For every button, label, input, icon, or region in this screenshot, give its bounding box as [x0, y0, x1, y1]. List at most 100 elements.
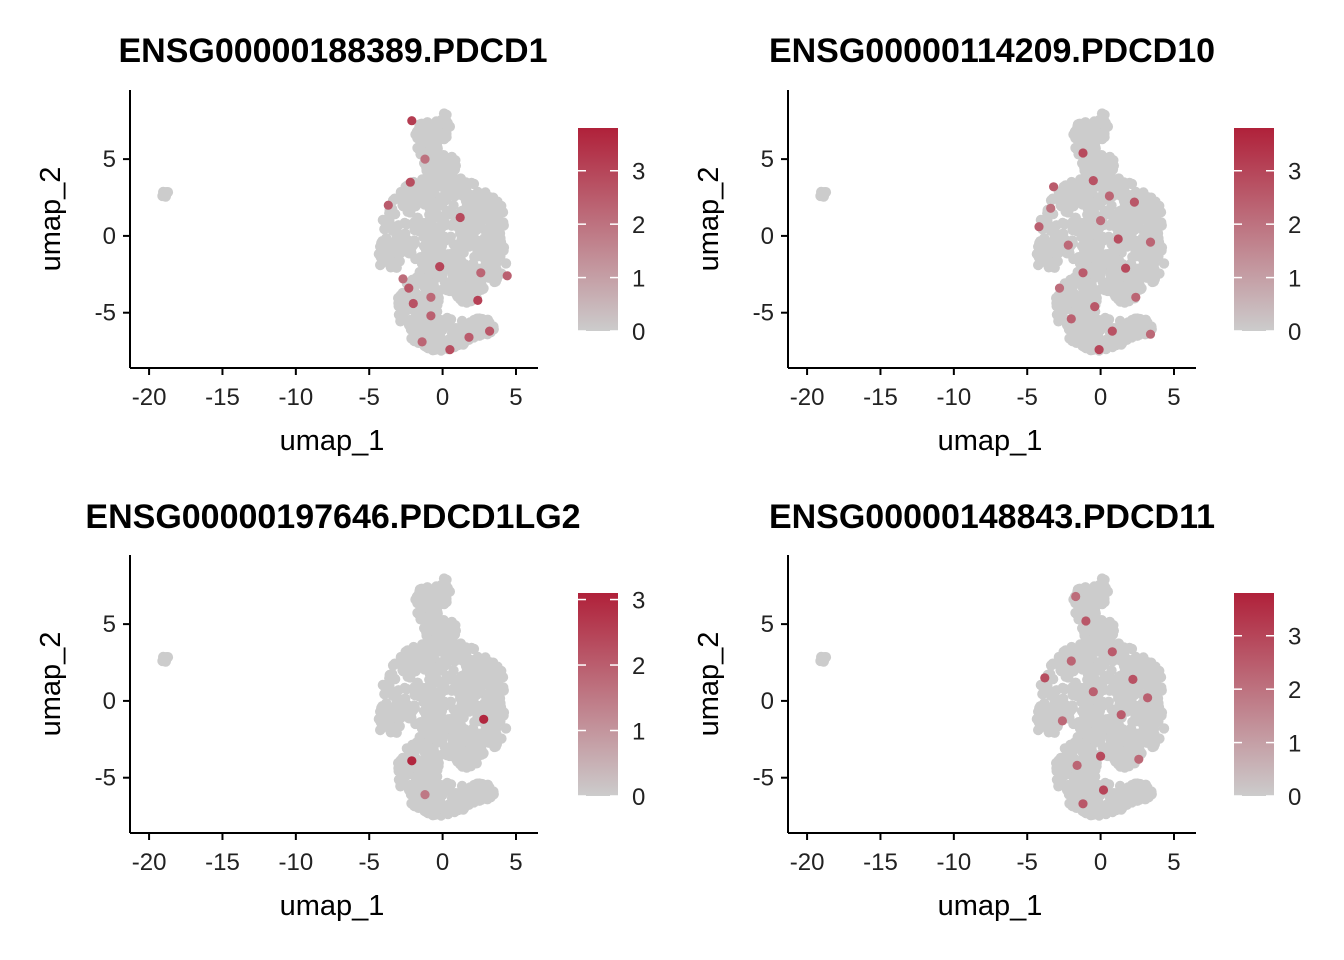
background-cell-point: [461, 675, 472, 686]
background-cell-point: [815, 190, 826, 202]
background-cell-point: [381, 699, 392, 710]
expressing-cell-point: [420, 790, 430, 800]
background-cell-point: [1056, 666, 1067, 677]
background-cell-point: [1078, 118, 1090, 129]
background-cell-point: [1090, 663, 1102, 675]
expressing-cell-point: [1057, 716, 1067, 726]
background-cell-point: [1115, 282, 1126, 294]
panel-1: ENSG00000188389.PDCD1 -20 -15 -10 -5 0 5 -5 0 5 um…: [35, 32, 645, 457]
background-cell-point: [414, 323, 426, 334]
background-cell-point: [449, 676, 461, 687]
background-cell-point: [157, 190, 168, 202]
x-tick-label: -5: [359, 384, 380, 411]
background-cell-point: [420, 583, 432, 594]
background-cell-point: [495, 702, 507, 713]
background-cell-point: [1072, 608, 1084, 619]
background-cell-point: [383, 684, 395, 695]
background-cell-point: [1041, 684, 1053, 695]
background-cell-point: [436, 250, 448, 261]
background-cell-point: [410, 645, 421, 656]
background-cell-point: [472, 186, 483, 198]
panel-title: ENSG00000188389.PDCD1: [118, 32, 547, 70]
expressing-cell-point: [1143, 693, 1153, 703]
legend-tick-label: 3: [632, 159, 645, 186]
background-cell-point: [407, 240, 419, 251]
background-cell-point: [1140, 794, 1151, 805]
background-cell-point: [1124, 684, 1135, 695]
background-cell-point: [1061, 766, 1072, 777]
background-cell-point: [1092, 735, 1103, 747]
background-cell-point: [1095, 117, 1106, 129]
background-cell-point: [1098, 684, 1109, 696]
background-cell-point: [1090, 802, 1102, 813]
legend-tick-label: 2: [1288, 212, 1301, 239]
expressing-cell-point: [404, 283, 414, 293]
background-cell-point: [1094, 706, 1106, 717]
background-cell-point: [436, 715, 448, 726]
background-cell-point: [1096, 191, 1107, 202]
legend-tick-label: 0: [632, 319, 645, 346]
background-cell-point: [1068, 180, 1079, 191]
background-cell-point: [399, 779, 410, 791]
background-cells: [815, 573, 1170, 821]
background-cell-point: [490, 712, 501, 723]
background-cell-point: [1033, 717, 1045, 728]
x-tick-label: 5: [1167, 384, 1180, 411]
legend-tick-label: 2: [632, 653, 645, 680]
background-cell-point: [397, 752, 408, 764]
background-cell-point: [1107, 656, 1118, 667]
background-cell-point: [448, 798, 459, 809]
background-cell-point: [405, 189, 416, 201]
background-cell-point: [468, 740, 479, 752]
background-cell-point: [1063, 189, 1075, 201]
background-cell-point: [440, 779, 451, 790]
background-cell-point: [375, 252, 386, 263]
color-legend: 0 1 2 3: [578, 588, 645, 811]
background-cell-point: [1071, 225, 1083, 237]
background-cell-point: [479, 679, 490, 690]
expressing-cell-point: [479, 714, 489, 724]
background-cell-point: [1085, 205, 1096, 217]
background-cell-point: [1099, 131, 1110, 143]
y-tick-label: 0: [103, 223, 116, 250]
y-axis-title: umap_2: [35, 632, 67, 737]
background-cell-point: [1099, 109, 1110, 121]
x-tick-label: -15: [205, 849, 240, 876]
background-cell-point: [405, 654, 416, 666]
background-cell-point: [1148, 712, 1160, 723]
background-cell-point: [375, 717, 386, 728]
expressing-cell-point: [1090, 302, 1100, 312]
x-tick-label: 0: [436, 384, 449, 411]
background-cell-point: [1039, 234, 1050, 245]
background-cell-point: [448, 279, 460, 290]
background-cell-point: [484, 223, 495, 234]
background-cell-point: [445, 696, 456, 707]
x-axis-title: umap_1: [280, 425, 385, 457]
background-cell-point: [431, 628, 442, 639]
background-cell-point: [449, 191, 460, 202]
background-cell-point: [1094, 715, 1106, 726]
background-cell-point: [1053, 189, 1065, 200]
background-cell-point: [478, 781, 489, 792]
background-cell-point: [1067, 745, 1078, 756]
panel-title: ENSG00000148843.PDCD11: [769, 498, 1215, 536]
background-cell-point: [436, 706, 447, 717]
background-cell-point: [409, 745, 420, 756]
x-tick-label: -10: [936, 849, 971, 876]
background-cell-point: [434, 735, 445, 747]
x-tick-label: 0: [436, 849, 449, 876]
background-cell-point: [436, 241, 447, 252]
background-cell-point: [468, 275, 479, 287]
x-tick-label: -10: [278, 849, 313, 876]
y-tick-label: 5: [761, 611, 774, 638]
x-tick-label: -20: [132, 849, 167, 876]
background-cell-point: [1092, 643, 1104, 654]
background-cell-point: [468, 178, 480, 190]
background-cell-point: [492, 197, 503, 209]
background-cell-point: [1088, 767, 1099, 778]
background-cell-point: [385, 720, 396, 731]
expressing-cell-point: [1088, 176, 1098, 186]
x-tick-label: -5: [1017, 849, 1038, 876]
background-cell-point: [448, 333, 459, 344]
background-cell-point: [1150, 677, 1162, 688]
